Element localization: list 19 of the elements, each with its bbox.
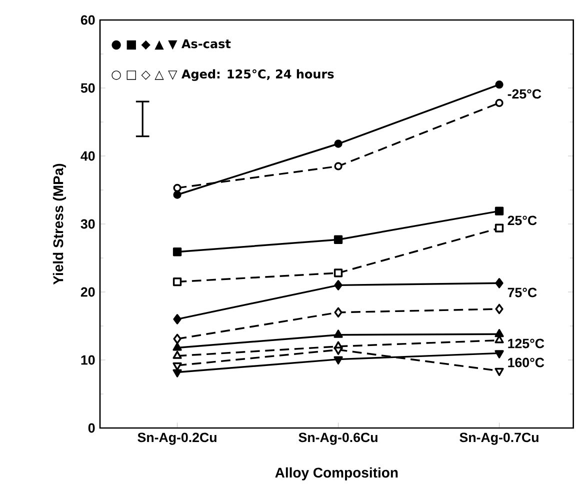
- x-tick-label: Sn-Ag-0.6Cu: [298, 432, 378, 445]
- y-tick-label: 40: [80, 151, 95, 161]
- annotation: ● ■ ◆ ▲ ▼ As-cast: [112, 39, 231, 50]
- y-tick-label: 20: [80, 287, 95, 297]
- annotation: 125°C: [508, 338, 544, 348]
- annotation: 25°C: [508, 216, 537, 226]
- annotation: 75°C: [508, 288, 537, 298]
- y-tick-label: 0: [88, 423, 95, 433]
- x-tick-label: Sn-Ag-0.7Cu: [460, 432, 538, 445]
- annotation: 160°C: [508, 358, 544, 368]
- x-axis-title: Alloy Composition: [275, 467, 398, 480]
- y-axis-title: Yield Stress (MPa): [52, 164, 66, 285]
- x-tick-label: Sn-Ag-0.2Cu: [138, 432, 216, 445]
- y-tick-label: 60: [80, 15, 95, 25]
- annotation: ○ □ ◇ △ ▽ Aged: 125°C, 24 hours: [112, 69, 334, 81]
- y-tick-label: 30: [80, 219, 95, 229]
- y-tick-label: 50: [80, 83, 95, 93]
- annotation: -25°C: [508, 89, 542, 99]
- y-tick-label: 10: [81, 355, 95, 365]
